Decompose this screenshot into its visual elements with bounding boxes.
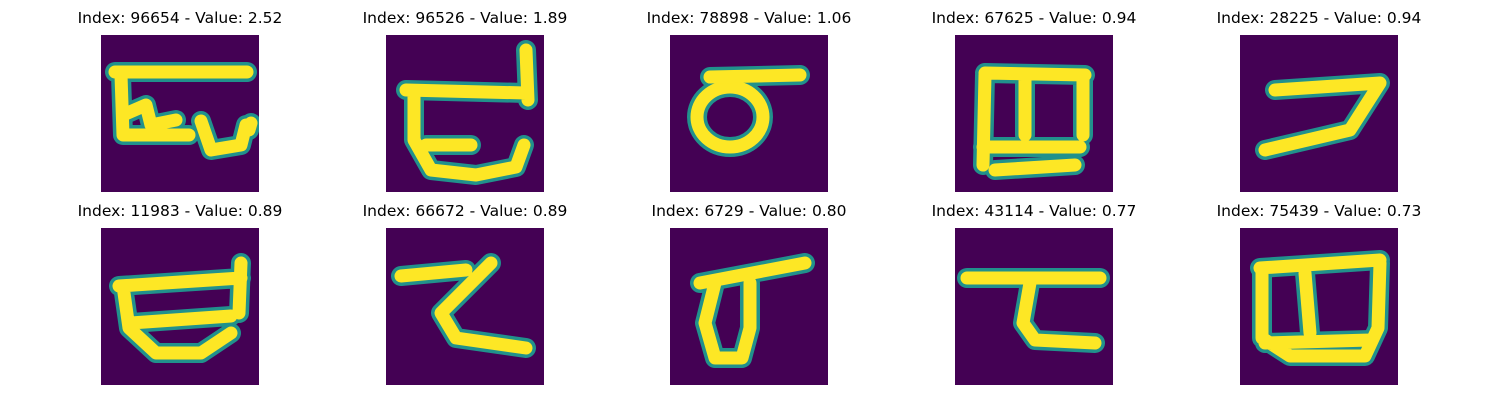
panel-75439: Index: 75439 - Value: 0.73 <box>1204 201 1434 386</box>
panel-67625: Index: 67625 - Value: 0.94 <box>919 8 1149 193</box>
panel-title: Index: 96526 - Value: 1.89 <box>362 9 568 27</box>
glyph-image-96654 <box>101 35 259 192</box>
panel-title: Index: 43114 - Value: 0.77 <box>931 202 1137 220</box>
glyph-image-66672 <box>386 228 544 385</box>
panel-11983: Index: 11983 - Value: 0.89 <box>65 201 295 386</box>
panel-title: Index: 67625 - Value: 0.94 <box>931 9 1137 27</box>
panel-96526: Index: 96526 - Value: 1.89 <box>350 8 580 193</box>
glyph-image-78898 <box>670 35 828 192</box>
glyph-image-96526 <box>386 35 544 192</box>
panel-title: Index: 66672 - Value: 0.89 <box>362 202 568 220</box>
panel-title: Index: 11983 - Value: 0.89 <box>77 202 283 220</box>
panel-66672: Index: 66672 - Value: 0.89 <box>350 201 580 386</box>
panel-title: Index: 28225 - Value: 0.94 <box>1216 9 1422 27</box>
panel-78898: Index: 78898 - Value: 1.06 <box>634 8 864 193</box>
panel-28225: Index: 28225 - Value: 0.94 <box>1204 8 1434 193</box>
glyph-image-75439 <box>1240 228 1398 385</box>
panel-title: Index: 78898 - Value: 1.06 <box>646 9 852 27</box>
panel-6729: Index: 6729 - Value: 0.80 <box>634 201 864 386</box>
panel-43114: Index: 43114 - Value: 0.77 <box>919 201 1149 386</box>
glyph-image-6729 <box>670 228 828 385</box>
panel-title: Index: 96654 - Value: 2.52 <box>77 9 283 27</box>
glyph-image-11983 <box>101 228 259 385</box>
panel-title: Index: 75439 - Value: 0.73 <box>1216 202 1422 220</box>
glyph-image-43114 <box>955 228 1113 385</box>
panel-96654: Index: 96654 - Value: 2.52 <box>65 8 295 193</box>
panel-title: Index: 6729 - Value: 0.80 <box>651 202 847 220</box>
glyph-image-67625 <box>955 35 1113 192</box>
glyph-image-28225 <box>1240 35 1398 192</box>
